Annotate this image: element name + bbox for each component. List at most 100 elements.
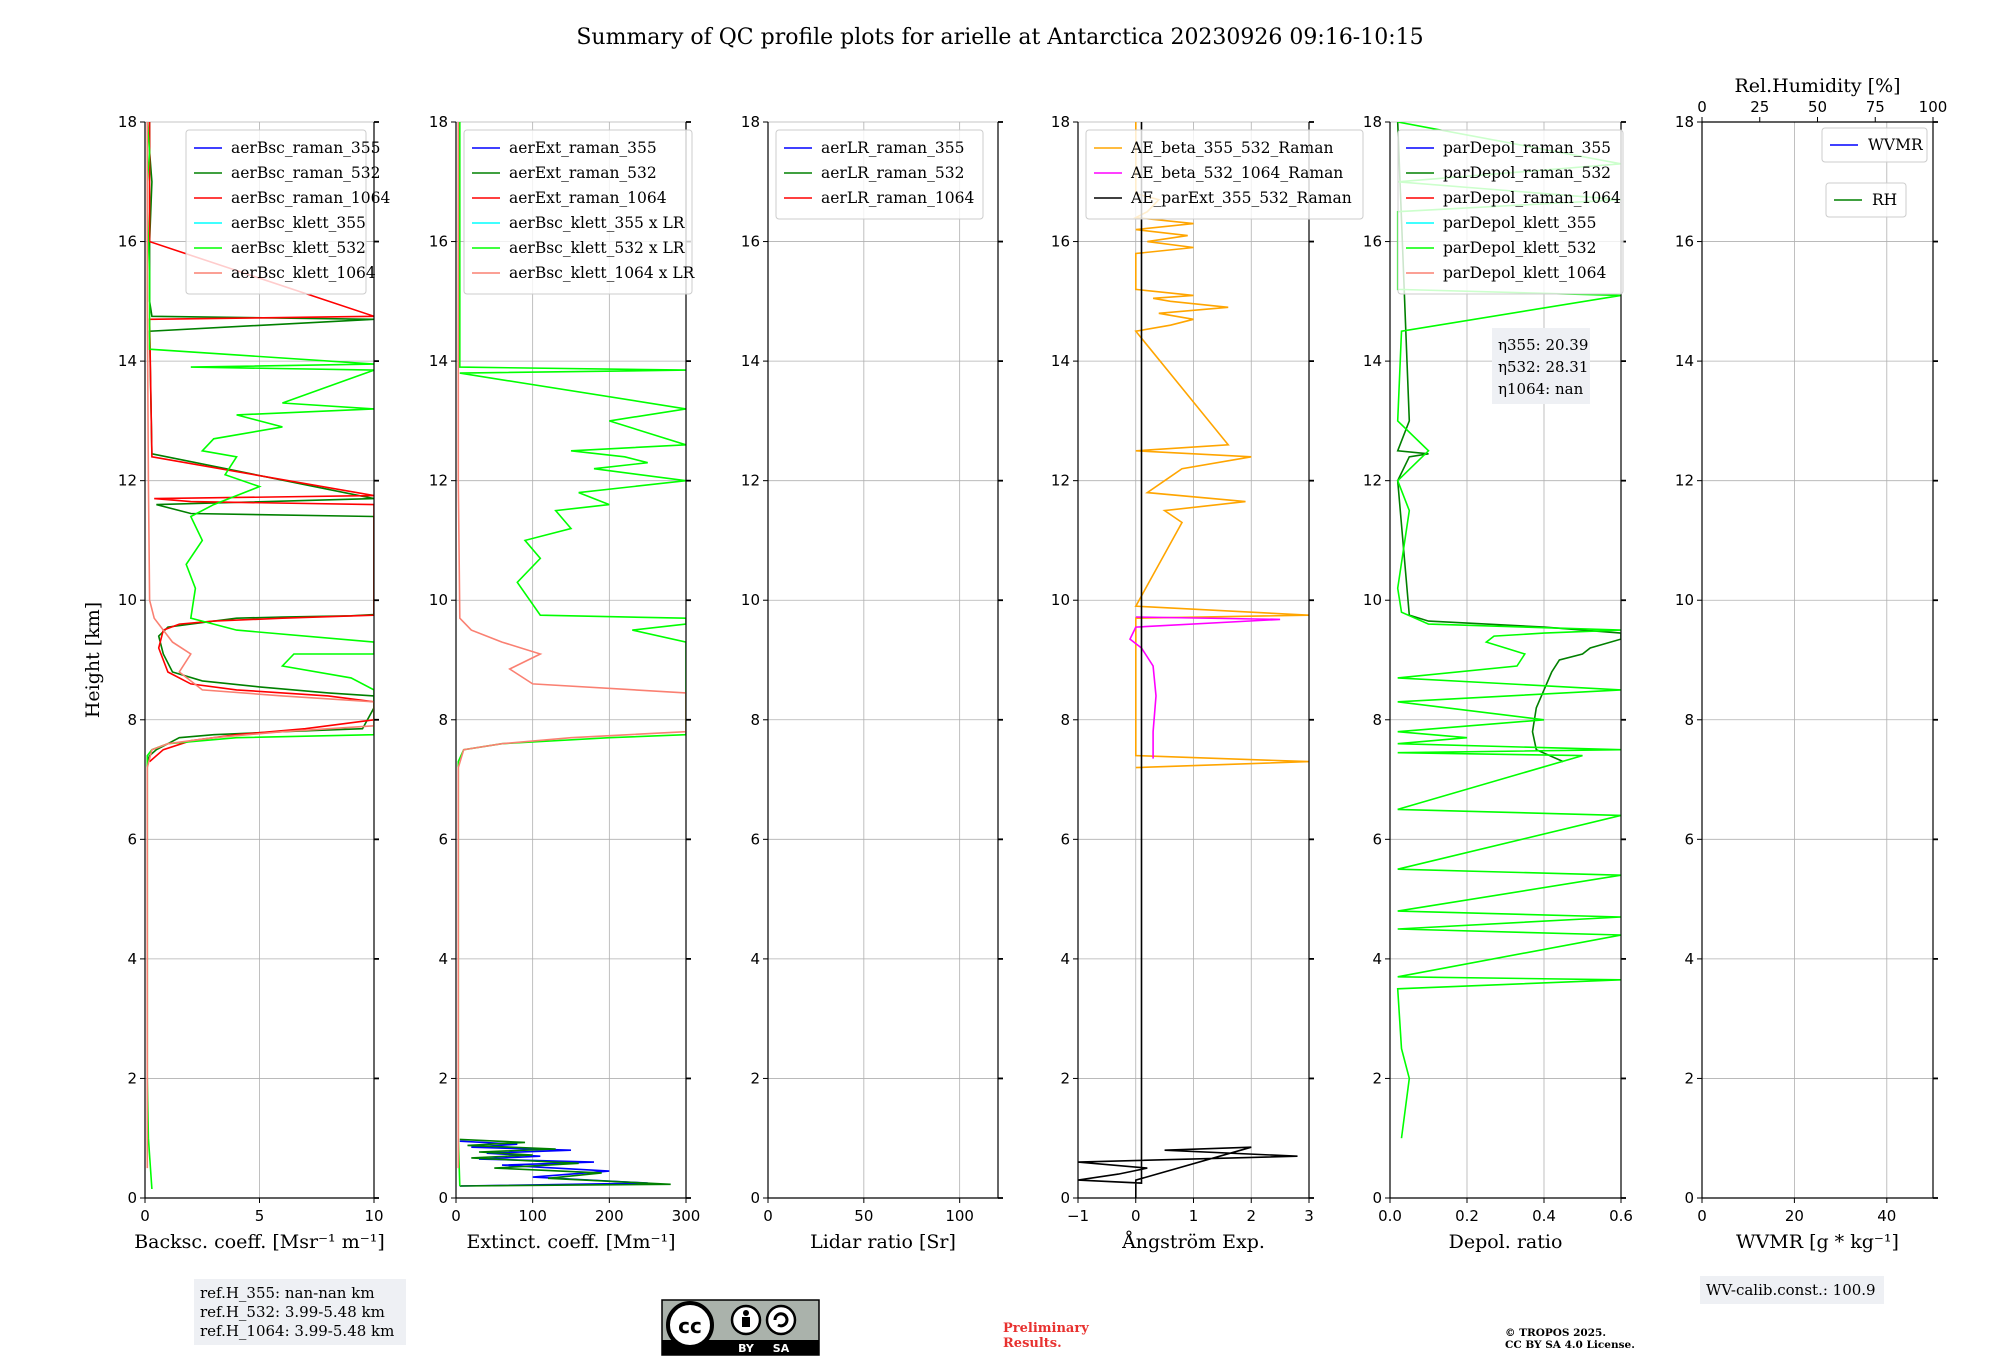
legend-box (463, 129, 693, 295)
legend-label: AE_beta_355_532_Raman (1130, 139, 1333, 157)
legend-label: parDepol_raman_1064 (1443, 189, 1621, 207)
y-tick-label: 14 (118, 352, 137, 370)
panel-2: 0 100 200 300 0 2 4 6 8 10 12 14 16 18 Extinct. coeff.… (429, 113, 700, 1253)
legend-label: AE_beta_532_1064_Raman (1130, 164, 1343, 182)
y-tick-label: 12 (429, 472, 448, 490)
y-tick-label: 18 (429, 113, 448, 131)
y-tick-label: 16 (118, 233, 137, 251)
legend-label: aerBsc_raman_532 (231, 164, 381, 182)
y-tick-label: 2 (127, 1069, 137, 1087)
x-tick-label: 0 (763, 1207, 773, 1225)
x-tick-label: 3 (1304, 1207, 1314, 1225)
legend-box (1821, 127, 1928, 163)
ref-h-355-text: ref.H_355: nan-nan km (200, 1284, 375, 1302)
legend-label: aerBsc_klett_355 x LR (509, 214, 686, 232)
y-tick-label: 16 (1675, 233, 1694, 251)
y-tick-label: 6 (1060, 830, 1070, 848)
top-x-tick-label: 25 (1750, 98, 1769, 116)
y-tick-label: 10 (1363, 591, 1382, 609)
copyright-line1: © TROPOS 2025. (1505, 1327, 1606, 1339)
x-tick-label: 0.4 (1532, 1207, 1556, 1225)
eta-532-text: η532: 28.31 (1498, 358, 1588, 376)
legend-box (1825, 182, 1907, 218)
y-tick-label: 12 (1675, 472, 1694, 490)
y-tick-label: 8 (438, 711, 448, 729)
y-tick-label: 18 (1363, 113, 1382, 131)
ref-h-1064-text: ref.H_1064: 3.99-5.48 km (200, 1322, 394, 1340)
x-tick-label: 2 (1246, 1207, 1256, 1225)
y-tick-label: 16 (741, 233, 760, 251)
y-tick-label: 10 (429, 591, 448, 609)
legend-label: aerLR_raman_1064 (821, 189, 974, 207)
legend: aerBsc_raman_355 aerBsc_raman_532 aerBsc_r… (185, 129, 391, 295)
legend-box (1397, 129, 1624, 295)
wv-calib-box: WV-calib.const.: 100.9 (1700, 1276, 1884, 1304)
legend-label: parDepol_klett_532 (1443, 239, 1596, 257)
x-tick-label: 0.0 (1378, 1207, 1402, 1225)
y-tick-label: 6 (1372, 830, 1382, 848)
preliminary-line2: Results. (1003, 1336, 1062, 1351)
legend-wvmr: WVMR (1821, 127, 1928, 163)
y-tick-label: 4 (750, 950, 760, 968)
legend-label: WVMR (1868, 136, 1924, 154)
legend-label: aerBsc_raman_1064 (231, 189, 391, 207)
x-axis-label: Depol. ratio (1449, 1231, 1563, 1253)
x-tick-label: 0.2 (1455, 1207, 1479, 1225)
y-tick-label: 6 (438, 830, 448, 848)
y-tick-label: 6 (127, 830, 137, 848)
panel-1: 0 5 10 0 2 4 6 8 10 12 14 16 18 Backsc. coeff. [Msr⁻¹… (82, 113, 391, 1253)
legend-box (185, 129, 367, 295)
wv-calib-text: WV-calib.const.: 100.9 (1706, 1281, 1876, 1299)
y-tick-label: 12 (1363, 472, 1382, 490)
x-axis-label: Ångström Exp. (1121, 1231, 1265, 1253)
sa-share-icon (765, 1304, 797, 1336)
y-tick-label: 18 (1051, 113, 1070, 131)
legend-label: aerBsc_raman_355 (231, 139, 381, 157)
series-line-ae-beta-355-532-raman (1133, 122, 1309, 769)
x-tick-label: 20 (1785, 1207, 1804, 1225)
series-line-aerext-raman-355 (459, 1140, 648, 1187)
y-tick-label: 10 (1051, 591, 1070, 609)
y-tick-label: 14 (741, 352, 760, 370)
y-tick-label: 0 (1372, 1189, 1382, 1207)
x-tick-label: 0.6 (1609, 1207, 1633, 1225)
y-tick-label: 18 (741, 113, 760, 131)
legend-label: RH (1872, 191, 1897, 209)
y-tick-label: 14 (429, 352, 448, 370)
panel-5: 0.0 0.2 0.4 0.6 0 2 4 6 8 10 12 14 16 18 Depol. ratio p… (1363, 113, 1633, 1253)
series-line-aerbsc-raman-1064 (148, 122, 374, 763)
y-tick-label: 14 (1675, 352, 1694, 370)
y-tick-label: 2 (1684, 1069, 1694, 1087)
x-tick-label: 0 (451, 1207, 461, 1225)
preliminary-line1: Preliminary (1003, 1321, 1089, 1336)
y-tick-label: 4 (1060, 950, 1070, 968)
legend-label: parDepol_raman_355 (1443, 139, 1611, 157)
series-line-pardepol-klett-532 (1396, 122, 1621, 1139)
y-tick-label: 14 (1363, 352, 1382, 370)
panel-6: 0 20 40 0 2 4 6 8 10 12 14 16 18 WVMR [g * kg⁻¹] 0 25 50… (1675, 75, 1947, 1253)
x-axis-label: Extinct. coeff. [Mm⁻¹] (466, 1231, 675, 1253)
y-tick-label: 0 (1684, 1189, 1694, 1207)
series-line-aerbsc-klett-1064 (146, 122, 374, 1169)
eta-1064-text: η1064: nan (1498, 380, 1584, 398)
legend-rh: RH (1825, 182, 1907, 218)
legend-label: aerBsc_klett_1064 x LR (509, 264, 696, 282)
x-tick-label: 200 (595, 1207, 624, 1225)
y-tick-label: 8 (750, 711, 760, 729)
legend: aerExt_raman_355 aerExt_raman_532 aerExt_r… (463, 129, 696, 295)
x-tick-label: 100 (518, 1207, 547, 1225)
x-tick-label: 10 (364, 1207, 383, 1225)
cc-license-badge: cc BY SA (661, 1299, 820, 1356)
series-line-ae-parext-355-532-raman (1078, 122, 1298, 1198)
legend-label: aerExt_raman_532 (509, 164, 657, 182)
x-tick-label: 300 (672, 1207, 701, 1225)
copyright-line2: CC BY SA 4.0 License. (1505, 1339, 1635, 1351)
y-tick-label: 10 (118, 591, 137, 609)
legend-label: aerBsc_klett_1064 (231, 264, 376, 282)
x-tick-label: 100 (945, 1207, 974, 1225)
eta-box: η355: 20.39 η532: 28.31 η1064: nan (1492, 328, 1590, 404)
figure-title: Summary of QC profile plots for arielle … (576, 25, 1423, 50)
